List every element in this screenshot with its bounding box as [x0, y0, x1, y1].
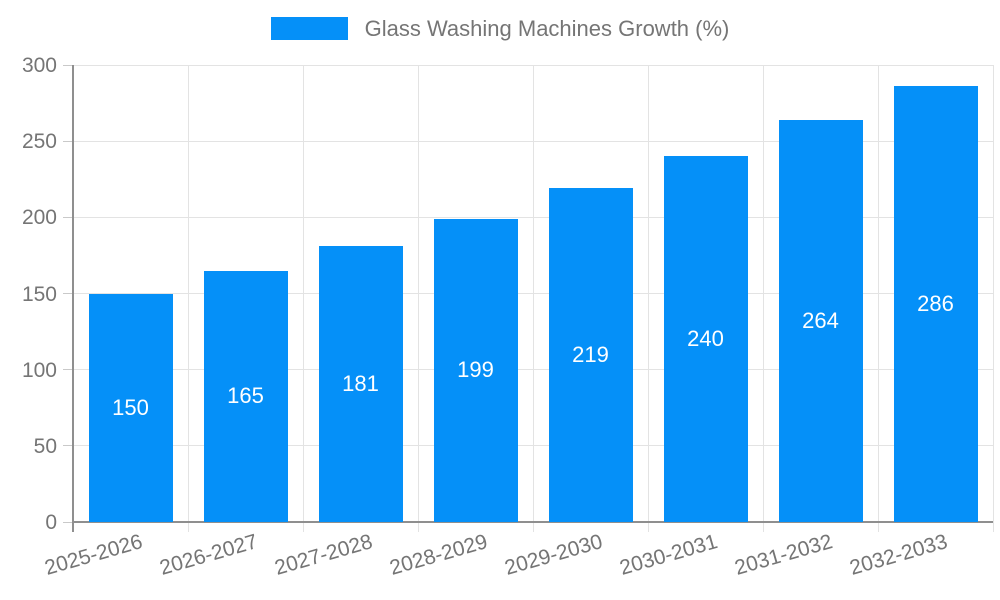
bar-value-label: 165	[227, 383, 264, 409]
y-axis-tick-label: 300	[21, 54, 57, 77]
bar[interactable]: 286	[893, 86, 978, 522]
y-axis-tick-label: 0	[45, 511, 57, 534]
x-gridline	[992, 65, 994, 532]
legend-label: Glass Washing Machines Growth (%)	[364, 15, 730, 41]
x-gridline	[532, 65, 534, 532]
legend-swatch	[270, 17, 348, 40]
bar-value-label: 264	[802, 307, 839, 333]
y-axis-tick	[63, 521, 73, 523]
bar[interactable]: 199	[433, 218, 518, 522]
bar[interactable]: 181	[318, 246, 403, 522]
y-axis-tick-label: 250	[21, 130, 57, 154]
y-axis-tick	[63, 445, 73, 447]
x-gridline	[187, 65, 189, 532]
x-gridline	[417, 65, 419, 532]
x-axis-line	[72, 521, 993, 523]
y-axis-tick-label: 200	[21, 206, 57, 230]
legend: Glass Washing Machines Growth (%)	[0, 17, 1000, 40]
x-gridline	[647, 65, 649, 532]
bar-value-label: 150	[112, 394, 149, 420]
y-axis-tick-label: 50	[33, 434, 57, 458]
bar[interactable]: 165	[203, 270, 288, 522]
x-gridline	[302, 65, 304, 532]
bar-value-label: 219	[572, 342, 609, 368]
bar[interactable]: 240	[663, 156, 748, 522]
y-axis-tick	[63, 216, 73, 218]
y-axis-tick-label: 150	[21, 282, 57, 306]
bar-value-label: 181	[342, 371, 379, 397]
x-gridline	[877, 65, 879, 532]
y-axis-tick	[63, 64, 73, 66]
bar-value-label: 286	[917, 291, 954, 317]
y-axis-tick	[63, 293, 73, 294]
bar[interactable]: 219	[548, 188, 633, 522]
legend-item[interactable]: Glass Washing Machines Growth (%)	[270, 15, 730, 41]
bar-value-label: 199	[457, 357, 494, 383]
bar[interactable]: 264	[778, 119, 863, 522]
x-gridline	[762, 65, 764, 532]
y-axis-tick	[63, 140, 73, 142]
bar-value-label: 240	[687, 326, 724, 352]
bar[interactable]: 150	[88, 293, 173, 522]
y-axis-line	[72, 65, 74, 532]
y-axis-tick	[63, 369, 73, 371]
y-axis-tick-label: 100	[21, 358, 57, 382]
